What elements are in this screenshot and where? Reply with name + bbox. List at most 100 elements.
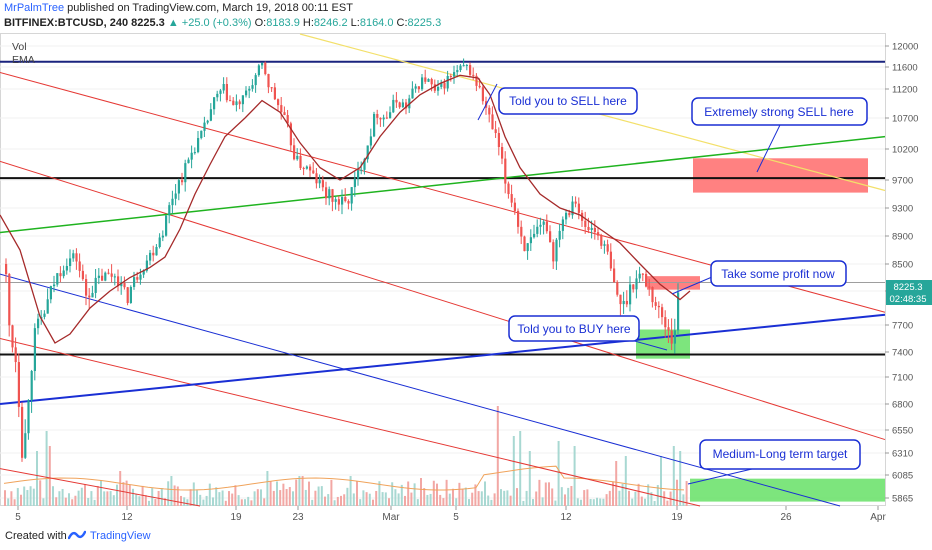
volume-bar	[23, 486, 26, 506]
volume-bar	[640, 496, 643, 506]
candle-body	[443, 82, 446, 89]
tradingview-brand[interactable]: TradingView	[90, 530, 151, 542]
price-tick-label: 10200	[892, 145, 918, 156]
volume-bar	[554, 500, 557, 506]
candle-body	[238, 101, 241, 105]
candle-body	[376, 113, 379, 118]
candle-body	[174, 193, 177, 199]
price-tick-label: 6085	[892, 471, 913, 482]
candle-body	[14, 347, 17, 363]
volume-bar	[423, 488, 426, 506]
volume-bar	[42, 498, 45, 506]
candle-body	[280, 105, 283, 113]
volume-bar	[154, 499, 157, 506]
volume-bar	[583, 490, 586, 506]
volume-bar	[682, 494, 685, 506]
candle-body	[43, 313, 46, 317]
price-tick-label: 11200	[892, 85, 918, 96]
volume-bar	[541, 497, 544, 506]
author-link[interactable]: MrPalmTree	[4, 2, 65, 14]
candle-body	[571, 201, 574, 216]
candle-body	[453, 72, 456, 77]
open-value: 8183.9	[266, 17, 300, 29]
volume-bar	[77, 490, 80, 506]
volume-bar	[176, 486, 179, 506]
candle-body	[59, 273, 62, 277]
chart-header: MrPalmTree published on TradingView.com,…	[0, 0, 932, 32]
candle-body	[171, 198, 174, 206]
candle-body	[373, 113, 376, 137]
volume-bar	[324, 496, 326, 506]
annotation-profit: Take some profit now	[671, 260, 847, 295]
volume-bar	[464, 487, 467, 506]
candle-body	[315, 173, 318, 184]
candle-body	[565, 212, 568, 220]
volume-bar	[548, 482, 550, 506]
candle-body	[488, 107, 491, 115]
candle-body	[526, 243, 529, 252]
candle-body	[232, 100, 235, 106]
candle-body	[283, 112, 286, 116]
volume-bar	[36, 451, 38, 506]
candle-body	[97, 275, 100, 278]
candle-body	[533, 233, 536, 238]
time-tick-label: 19	[230, 512, 242, 523]
volume-bar	[365, 492, 368, 506]
candle-body	[392, 99, 395, 113]
candle-body	[350, 187, 353, 204]
candle-body	[37, 318, 40, 329]
candle-body	[203, 122, 206, 131]
volume-bar	[490, 499, 493, 506]
close-label: C:	[396, 17, 408, 29]
volume-bar	[231, 493, 234, 506]
candle-body	[251, 85, 254, 89]
volume-bar	[580, 499, 582, 506]
candle-body	[510, 194, 513, 203]
low-label: L:	[350, 17, 360, 29]
volume-bar	[55, 497, 58, 506]
candle-body	[104, 272, 107, 281]
volume-bar	[167, 481, 170, 506]
candle-body	[433, 84, 436, 91]
candle-body	[481, 87, 484, 102]
volume-bar	[103, 491, 106, 506]
volume-bar	[615, 461, 618, 506]
candle-body	[197, 138, 200, 153]
candle-body	[552, 242, 555, 262]
candle-body	[398, 102, 401, 108]
volume-bar	[525, 490, 528, 506]
volume-bar	[608, 490, 611, 506]
ema-line	[0, 74, 691, 344]
time-tick-label: 5	[15, 512, 21, 523]
high-label: H:	[302, 17, 314, 29]
volume-bar	[189, 489, 192, 506]
candle-body	[88, 295, 91, 298]
volume-bar	[586, 489, 589, 506]
volume-bar	[84, 484, 86, 506]
created-with-text: Created with	[5, 530, 67, 542]
volume-bar	[68, 493, 70, 506]
price-tick-label: 11600	[892, 63, 918, 74]
time-axis[interactable]: 5 12 19 23 Mar 5 12 19 26 Apr	[15, 506, 886, 523]
volume-bar	[666, 500, 669, 506]
volume-bar	[672, 446, 675, 506]
blue-trend-line	[0, 273, 841, 507]
candle-body	[475, 75, 478, 86]
candle-body	[254, 75, 257, 86]
annotation-sell-2: Extremely strong SELL here	[691, 97, 868, 173]
buy-zone	[690, 478, 885, 502]
candle-body	[325, 187, 328, 199]
time-tick-label: 12	[560, 512, 572, 523]
price-chart[interactable]: Told you to SELL here Extremely strong S…	[0, 32, 932, 524]
volume-bar	[215, 487, 218, 506]
candle-body	[347, 201, 350, 204]
price-axis[interactable]: 12000 11600 11200 10700 10200 9700 9300 8900 850…	[885, 42, 918, 505]
price-badge-value: 8225.3	[893, 282, 922, 293]
volume-bar	[132, 488, 134, 506]
candle-body	[446, 75, 449, 89]
candle-body	[155, 247, 158, 256]
candle-body	[91, 292, 94, 298]
candle-body	[225, 84, 228, 101]
volume-bar	[564, 494, 566, 506]
volume-bar	[538, 479, 541, 506]
